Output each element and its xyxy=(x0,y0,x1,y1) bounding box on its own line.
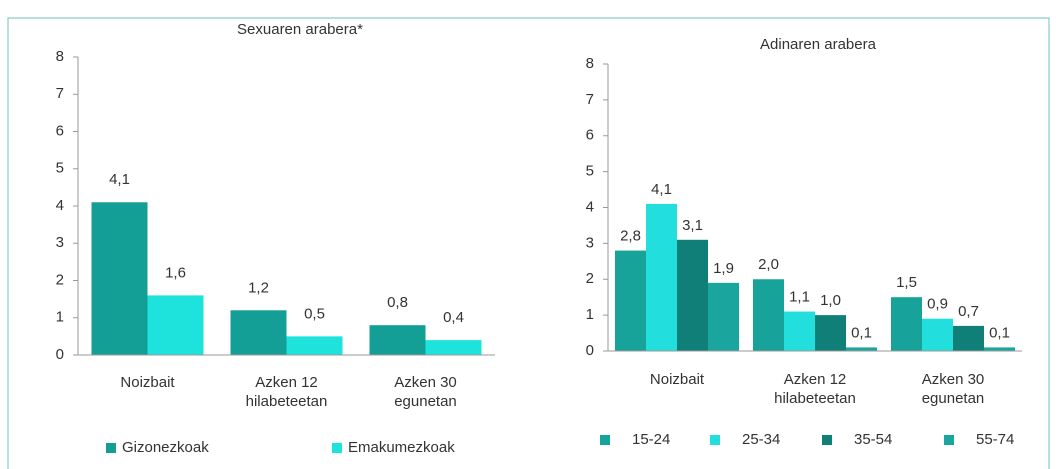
bar xyxy=(677,239,708,351)
legend-swatch xyxy=(600,435,610,445)
value-label: 1,5 xyxy=(896,274,917,291)
y-tick-label: 0 xyxy=(586,342,594,359)
value-label: 0,7 xyxy=(958,303,979,320)
value-label: 1,2 xyxy=(248,279,269,296)
bar xyxy=(369,325,426,355)
frame xyxy=(7,17,1050,469)
bar xyxy=(815,315,846,351)
y-tick-label: 1 xyxy=(586,306,594,323)
bar xyxy=(91,202,148,355)
y-tick-label: 3 xyxy=(56,234,64,251)
bar xyxy=(147,295,204,355)
legend-swatch xyxy=(944,435,954,445)
legend-label: 55-74 xyxy=(976,431,1014,448)
y-tick-label: 0 xyxy=(56,346,64,363)
x-tick-label: Azken 12 hilabeteetan xyxy=(774,371,856,407)
bar xyxy=(286,336,343,355)
y-tick-label: 7 xyxy=(586,91,594,108)
bar xyxy=(891,297,922,351)
value-label: 0,8 xyxy=(387,294,408,311)
bar xyxy=(615,250,646,351)
y-tick-label: 2 xyxy=(56,271,64,288)
legend-swatch xyxy=(822,435,832,445)
legend-label: 35-54 xyxy=(854,431,892,448)
y-tick-label: 2 xyxy=(586,270,594,287)
y-tick-label: 8 xyxy=(586,55,594,72)
value-label: 3,1 xyxy=(682,217,703,234)
y-tick-label: 5 xyxy=(586,163,594,180)
value-label: 0,1 xyxy=(989,324,1010,341)
legend-label: 25-34 xyxy=(742,431,780,448)
bar xyxy=(984,347,1015,351)
legend-swatch xyxy=(332,443,342,453)
y-tick-label: 4 xyxy=(586,198,594,215)
legend-swatch xyxy=(710,435,720,445)
x-tick-label: Noizbait xyxy=(649,371,705,388)
value-label: 0,5 xyxy=(304,305,325,322)
chart-title: Sexuaren arabera* xyxy=(237,21,363,38)
y-tick-label: 4 xyxy=(56,197,64,214)
bar xyxy=(646,203,677,351)
bar xyxy=(784,311,815,351)
value-label: 1,9 xyxy=(713,260,734,277)
x-tick-label: Azken 30 egunetan xyxy=(921,371,985,407)
y-tick-label: 5 xyxy=(56,160,64,177)
value-label: 4,1 xyxy=(109,171,130,188)
y-tick-label: 7 xyxy=(56,85,64,102)
y-tick-label: 6 xyxy=(56,122,64,139)
bar xyxy=(846,347,877,351)
value-label: 2,8 xyxy=(620,228,641,245)
x-tick-label: Noizbait xyxy=(120,374,175,391)
y-tick-label: 3 xyxy=(586,234,594,251)
value-label: 4,1 xyxy=(651,181,672,198)
bar xyxy=(922,318,953,351)
y-tick-label: 1 xyxy=(56,309,64,326)
value-label: 1,0 xyxy=(820,292,841,309)
value-label: 0,4 xyxy=(443,309,464,326)
bar xyxy=(230,310,287,355)
value-label: 0,1 xyxy=(851,324,872,341)
bar xyxy=(425,340,482,355)
y-tick-label: 6 xyxy=(586,127,594,144)
legend-label: Emakumezkoak xyxy=(348,439,455,456)
value-label: 2,0 xyxy=(758,256,779,273)
legend-label: Gizonezkoak xyxy=(122,439,209,456)
y-tick-label: 8 xyxy=(56,48,64,65)
value-label: 0,9 xyxy=(927,296,948,313)
x-tick-label: Azken 30 egunetan xyxy=(394,374,457,410)
value-label: 1,1 xyxy=(789,289,810,306)
value-label: 1,6 xyxy=(165,264,186,281)
chart-title: Adinaren arabera xyxy=(760,36,877,53)
bar xyxy=(708,282,739,351)
bar xyxy=(953,325,984,351)
legend-label: 15-24 xyxy=(632,431,670,448)
x-tick-label: Azken 12 hilabeteetan xyxy=(245,374,328,410)
legend-swatch xyxy=(106,443,116,453)
bar xyxy=(753,279,784,351)
